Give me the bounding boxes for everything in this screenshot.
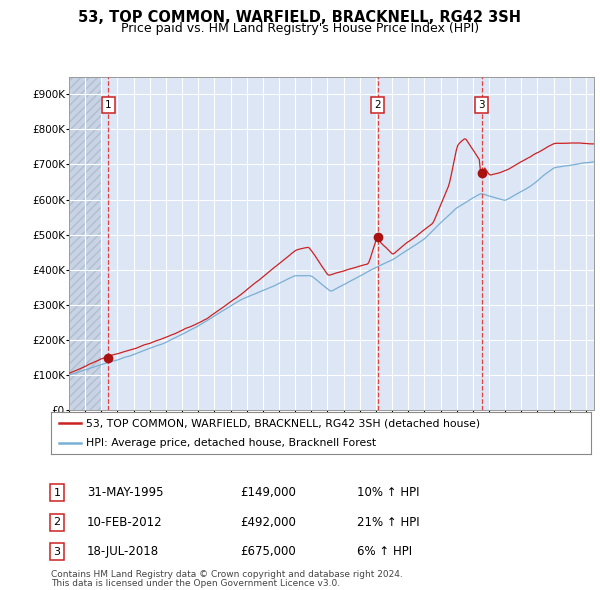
Text: 3: 3 — [53, 547, 61, 556]
Text: 1: 1 — [53, 488, 61, 497]
Text: £492,000: £492,000 — [240, 516, 296, 529]
Text: 1: 1 — [105, 100, 112, 110]
Text: This data is licensed under the Open Government Licence v3.0.: This data is licensed under the Open Gov… — [51, 579, 340, 588]
Text: £675,000: £675,000 — [240, 545, 296, 558]
Text: 53, TOP COMMON, WARFIELD, BRACKNELL, RG42 3SH (detached house): 53, TOP COMMON, WARFIELD, BRACKNELL, RG4… — [86, 418, 480, 428]
Text: 10% ↑ HPI: 10% ↑ HPI — [357, 486, 419, 499]
Bar — [69, 77, 101, 410]
Text: 2: 2 — [374, 100, 381, 110]
Text: 18-JUL-2018: 18-JUL-2018 — [87, 545, 159, 558]
Text: Contains HM Land Registry data © Crown copyright and database right 2024.: Contains HM Land Registry data © Crown c… — [51, 570, 403, 579]
Text: 53, TOP COMMON, WARFIELD, BRACKNELL, RG42 3SH: 53, TOP COMMON, WARFIELD, BRACKNELL, RG4… — [79, 10, 521, 25]
Text: Price paid vs. HM Land Registry's House Price Index (HPI): Price paid vs. HM Land Registry's House … — [121, 22, 479, 35]
Text: 3: 3 — [478, 100, 485, 110]
Text: 10-FEB-2012: 10-FEB-2012 — [87, 516, 163, 529]
Text: 31-MAY-1995: 31-MAY-1995 — [87, 486, 163, 499]
Text: 6% ↑ HPI: 6% ↑ HPI — [357, 545, 412, 558]
Text: £149,000: £149,000 — [240, 486, 296, 499]
Text: 2: 2 — [53, 517, 61, 527]
Text: HPI: Average price, detached house, Bracknell Forest: HPI: Average price, detached house, Brac… — [86, 438, 376, 448]
Text: 21% ↑ HPI: 21% ↑ HPI — [357, 516, 419, 529]
